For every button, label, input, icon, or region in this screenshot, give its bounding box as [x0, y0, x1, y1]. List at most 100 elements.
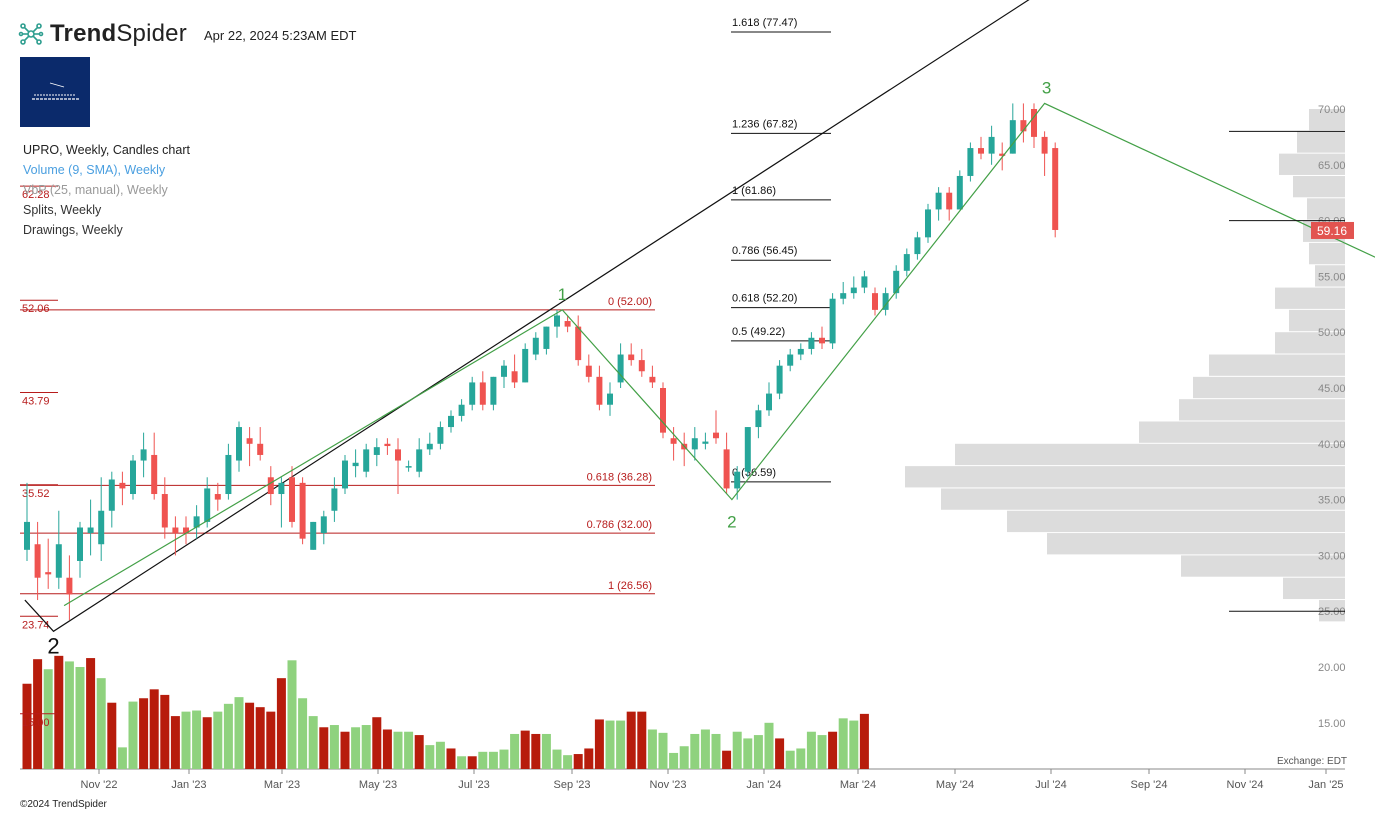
legend-drawings[interactable]: Drawings, Weekly [23, 223, 123, 237]
candle-body [522, 348, 529, 383]
fib-extension-label: 0.5 (49.22) [732, 326, 785, 338]
volume-bar [435, 741, 445, 769]
volume-bar [605, 720, 615, 769]
candle-body [395, 449, 401, 461]
candle-body [1009, 120, 1016, 154]
vbp-bar [905, 466, 1345, 488]
volume-bar [457, 756, 467, 769]
candle-body [98, 510, 105, 545]
volume-bar [276, 678, 286, 769]
fib-level-label: 0.786 (32.00) [587, 519, 652, 531]
candle-body [34, 544, 41, 578]
legend-main[interactable]: UPRO, Weekly, Candles chart [23, 143, 190, 157]
candle-body [490, 376, 497, 405]
legend-volume[interactable]: Volume (9, SMA), Weekly [23, 163, 166, 177]
candle-body [214, 494, 221, 500]
candle-body [267, 477, 274, 495]
candle-body [914, 237, 921, 255]
spider-logo-icon [18, 23, 44, 45]
volume-bar [382, 729, 392, 769]
volume-bar [372, 717, 382, 769]
candle-body [479, 382, 486, 405]
y-tick-label: 20.00 [1318, 662, 1346, 674]
volume-bar [637, 711, 647, 769]
volume-bar [679, 746, 689, 769]
vbp-bar [1289, 309, 1345, 332]
x-tick-label: Mar '23 [264, 779, 300, 791]
volume-bar [96, 678, 106, 769]
volume-bar [43, 669, 53, 769]
vbp-bar [1047, 533, 1345, 555]
vbp-bar [1307, 198, 1345, 220]
volume-bar [149, 689, 159, 769]
legend-splits[interactable]: Splits, Weekly [23, 203, 102, 217]
volume-bar [478, 751, 488, 769]
y-tick-label: 70.00 [1318, 104, 1346, 116]
volume-bar [298, 698, 308, 769]
volume-bar [838, 718, 848, 769]
vbp-bar [1007, 510, 1345, 533]
volume-bar [563, 755, 573, 769]
volume-bar [700, 729, 710, 769]
y-tick-label: 25.00 [1318, 606, 1346, 618]
candle-body [1031, 109, 1037, 137]
vbp-bar [1293, 175, 1345, 198]
vbp-bar [955, 443, 1345, 466]
candle-body [24, 521, 30, 550]
candle-body [713, 432, 719, 439]
candle-body [193, 516, 200, 528]
candle-body [161, 494, 168, 528]
candle-body [469, 382, 476, 405]
candle-body [723, 449, 730, 489]
candle-body [925, 209, 931, 238]
candle-body [108, 479, 115, 511]
candle-body [829, 298, 836, 344]
candle-body [55, 544, 62, 578]
volume-bar [541, 733, 551, 769]
x-tick-label: Nov '24 [1227, 779, 1264, 791]
x-tick-label: Nov '22 [81, 779, 118, 791]
candle-body [310, 521, 317, 550]
trendspider-logo: TrendSpider [18, 20, 187, 48]
x-tick-label: Jan '25 [1308, 779, 1343, 791]
volume-bar [86, 658, 96, 769]
candle-body [988, 136, 995, 154]
candle-body [246, 438, 253, 444]
volume-bar [181, 711, 191, 769]
volume-bar [329, 725, 339, 769]
candle-body [183, 527, 189, 534]
vbp-bar [1275, 332, 1345, 354]
x-tick-label: Jul '23 [458, 779, 489, 791]
legend-vbp[interactable]: VbP (25, manual), Weekly [23, 183, 168, 197]
volume-bar [446, 748, 456, 769]
volume-bar [117, 747, 127, 769]
candle-body [766, 393, 772, 411]
y-tick-label: 40.00 [1318, 439, 1346, 451]
candle-body [564, 321, 571, 327]
volume-bar [658, 732, 668, 769]
candle-body [946, 192, 953, 210]
candle-body [882, 293, 889, 310]
vbp-bar [1179, 399, 1345, 421]
price-tag-label: 43.79 [22, 396, 50, 408]
last-price-tag [1311, 221, 1354, 239]
y-tick-label: 50.00 [1318, 327, 1346, 339]
volume-bar [75, 667, 85, 769]
volume-bar [319, 727, 329, 769]
price-tag-label: 15.00 [22, 717, 50, 729]
candle-body [967, 148, 974, 176]
candle-body [204, 488, 211, 522]
candle-body [1020, 120, 1027, 132]
candle-body [511, 371, 518, 383]
candle-body [289, 477, 295, 522]
volume-bar [775, 738, 785, 769]
candle-body [638, 360, 645, 372]
candle-body [1041, 136, 1048, 154]
volume-bar [308, 716, 318, 769]
volume-bar [234, 697, 244, 769]
candle-body [363, 449, 370, 472]
candle-body [501, 365, 507, 377]
candle-body [140, 449, 147, 461]
candle-body [861, 276, 868, 288]
